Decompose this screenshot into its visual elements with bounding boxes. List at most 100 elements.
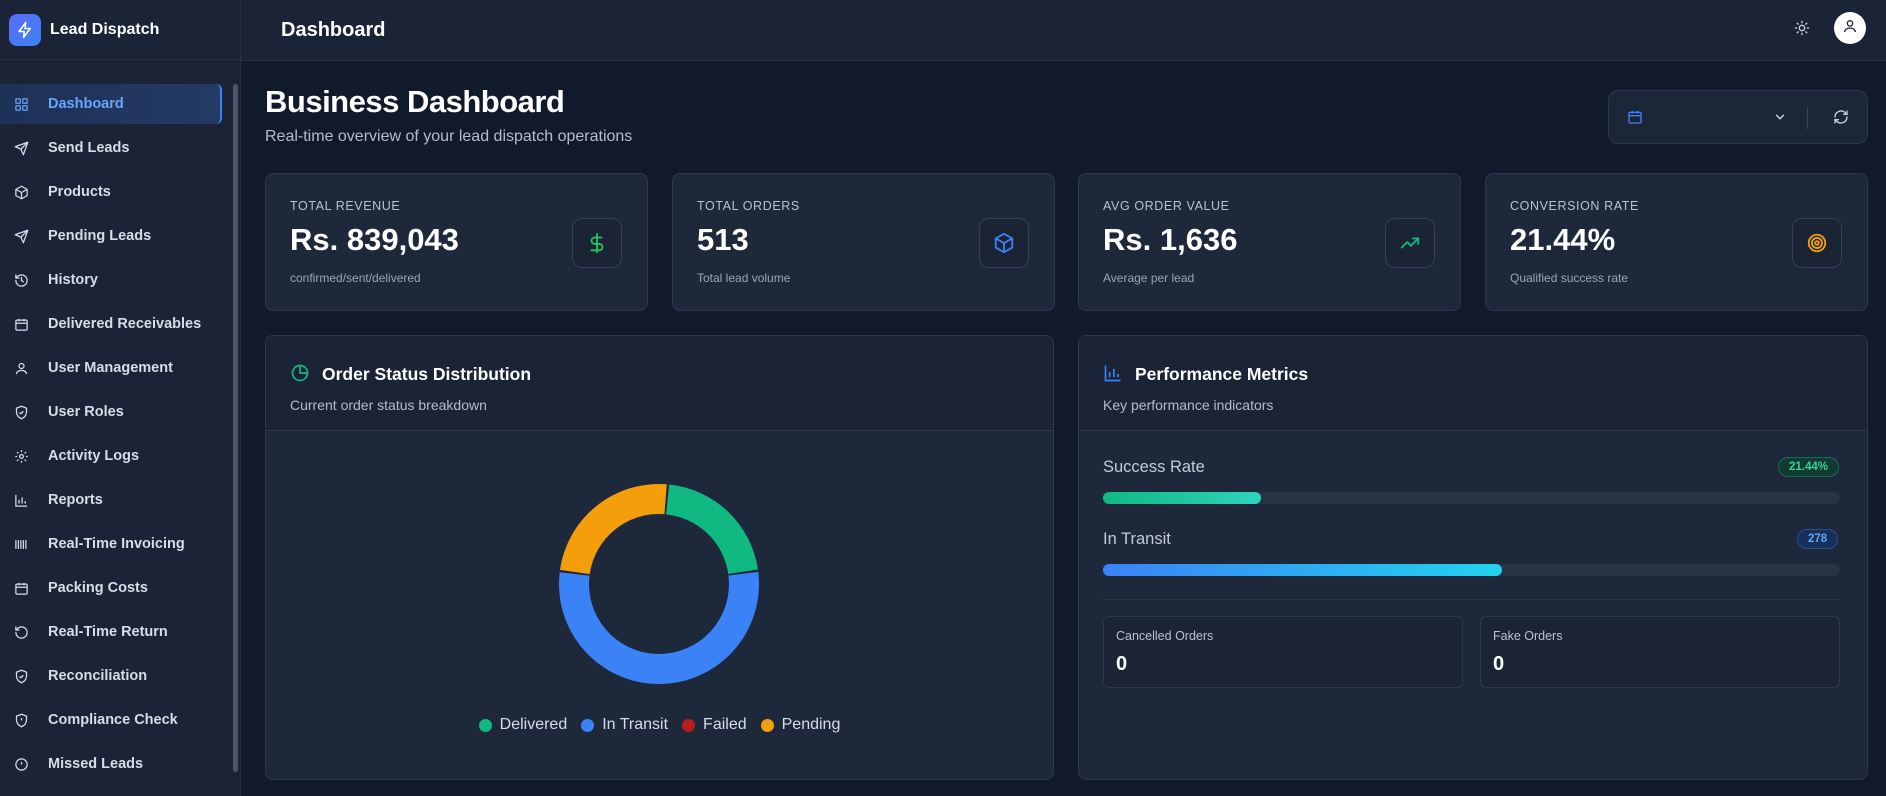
sidebar-item-label: Products [48,184,111,200]
sidebar-item-label: Reconciliation [48,668,148,684]
sidebar-item-label: Dashboard [48,96,124,112]
avatar[interactable] [1834,12,1866,44]
order-status-panel: Order Status Distribution Current order … [265,335,1054,780]
stat-label: TOTAL ORDERS [697,199,800,213]
date-range-picker[interactable] [1608,90,1868,144]
stat-subtext: Average per lead [1103,271,1195,285]
sidebar-item-reports[interactable]: Reports [0,480,222,520]
in-transit-badge: 278 [1797,529,1839,549]
barcode-icon [12,535,30,553]
sidebar-item-label: Reports [48,492,103,508]
sidebar-scrollbar-thumb[interactable] [233,84,238,772]
sidebar-item-packing-costs[interactable]: Packing Costs [0,568,222,608]
sidebar-item-real-time-invoicing[interactable]: Real-Time Invoicing [0,524,222,564]
stat-label: CONVERSION RATE [1510,199,1639,213]
sidebar-item-pending-leads[interactable]: Pending Leads [0,216,222,256]
box-icon [12,183,30,201]
sidebar-item-label: Pending Leads [48,228,152,244]
chevron-down-icon[interactable] [1773,110,1787,129]
legend-item-in-transit[interactable]: In Transit [581,716,668,734]
donut-chart-svg [559,484,759,684]
trending-up-icon [1385,218,1435,268]
stat-subtext: confirmed/sent/delivered [290,271,421,285]
panel-subtitle: Key performance indicators [1103,397,1274,413]
mini-card-value: 0 [1116,653,1128,675]
legend-swatch [760,718,774,732]
panel-title: Performance Metrics [1135,364,1309,384]
stat-subtext: Total lead volume [697,271,791,285]
dollar-icon [572,218,622,268]
bar-chart-icon [1103,363,1123,388]
top-bar: Dashboard [241,0,1886,61]
legend-label: In Transit [602,716,669,733]
sidebar: Lead Dispatch Dashboard Send Leads Produ… [0,0,241,796]
panel-subtitle: Current order status breakdown [290,397,487,413]
sidebar-item-label: User Management [48,360,173,376]
panel-title: Order Status Distribution [322,364,532,384]
calendar-icon [12,579,30,597]
stat-card-total-orders: TOTAL ORDERS 513 Total lead volume [672,173,1055,311]
sidebar-item-label: Send Leads [48,140,130,156]
sidebar-item-label: Packing Costs [48,580,148,596]
rotate-ccw-icon [12,623,30,641]
sidebar-item-real-time-return[interactable]: Real-Time Return [0,612,222,652]
donut-slice-in-transit[interactable] [559,571,759,684]
sidebar-item-label: Real-Time Return [48,624,168,640]
shield-check-icon [12,403,30,421]
sidebar-item-label: Missed Leads [48,756,144,772]
sidebar-item-dashboard[interactable]: Dashboard [0,84,222,124]
sidebar-item-send-leads[interactable]: Send Leads [0,128,222,168]
grid-icon [12,95,30,113]
stat-value: Rs. 839,043 [290,222,459,257]
sidebar-item-user-roles[interactable]: User Roles [0,392,222,432]
stat-subtext: Qualified success rate [1510,271,1629,285]
legend-label: Failed [703,716,747,733]
gear-icon [12,447,30,465]
lightning-icon [9,13,41,46]
sidebar-item-label: Compliance Check [48,712,178,728]
sun-icon [1794,20,1810,41]
sidebar-item-activity-logs[interactable]: Activity Logs [0,436,222,476]
brand[interactable]: Lead Dispatch [0,0,240,60]
sidebar-item-reconciliation[interactable]: Reconciliation [0,656,222,696]
donut-slice-pending[interactable] [560,484,667,575]
stat-label: AVG ORDER VALUE [1103,199,1230,213]
stat-card-avg-order-value: AVG ORDER VALUE Rs. 1,636 Average per le… [1078,173,1461,311]
success-rate-progress [1103,492,1840,504]
mini-card-label: Cancelled Orders [1116,629,1214,643]
shield-alert-icon [12,711,30,729]
legend-swatch [682,718,696,732]
mini-card-value: 0 [1493,653,1505,675]
stat-label: TOTAL REVENUE [290,199,401,213]
stat-card-conversion-rate: CONVERSION RATE 21.44% Qualified success… [1485,173,1868,311]
sidebar-item-user-management[interactable]: User Management [0,348,222,388]
legend-item-failed[interactable]: Failed [682,716,747,734]
send-icon [12,139,30,157]
legend-item-delivered[interactable]: Delivered [478,716,567,734]
metric-label-success-rate: Success Rate [1103,458,1205,476]
legend-swatch [478,718,492,732]
sidebar-item-label: History [48,272,98,288]
in-transit-progress-fill [1103,564,1503,576]
sidebar-item-label: User Roles [48,404,124,420]
sidebar-item-history[interactable]: History [0,260,222,300]
alert-circle-icon [12,755,30,773]
legend-item-pending[interactable]: Pending [760,716,840,734]
calendar-icon [12,315,30,333]
target-icon [1792,218,1842,268]
refresh-button[interactable] [1833,109,1849,130]
pie-chart-icon [290,363,310,388]
donut-slice-delivered[interactable] [666,484,758,574]
fake-orders-card: Fake Orders 0 [1480,616,1840,688]
sidebar-item-products[interactable]: Products [0,172,222,212]
success-rate-badge: 21.44% [1778,457,1840,477]
stat-value: Rs. 1,636 [1103,222,1238,257]
user-icon [12,359,30,377]
sidebar-item-compliance-check[interactable]: Compliance Check [0,700,222,740]
sidebar-item-label: Activity Logs [48,448,140,464]
performance-metrics-panel: Performance Metrics Key performance indi… [1078,335,1868,780]
divider [1103,599,1840,600]
theme-toggle-button[interactable] [1790,18,1814,42]
sidebar-item-missed-leads[interactable]: Missed Leads [0,744,222,784]
sidebar-item-delivered-receivables[interactable]: Delivered Receivables [0,304,222,344]
